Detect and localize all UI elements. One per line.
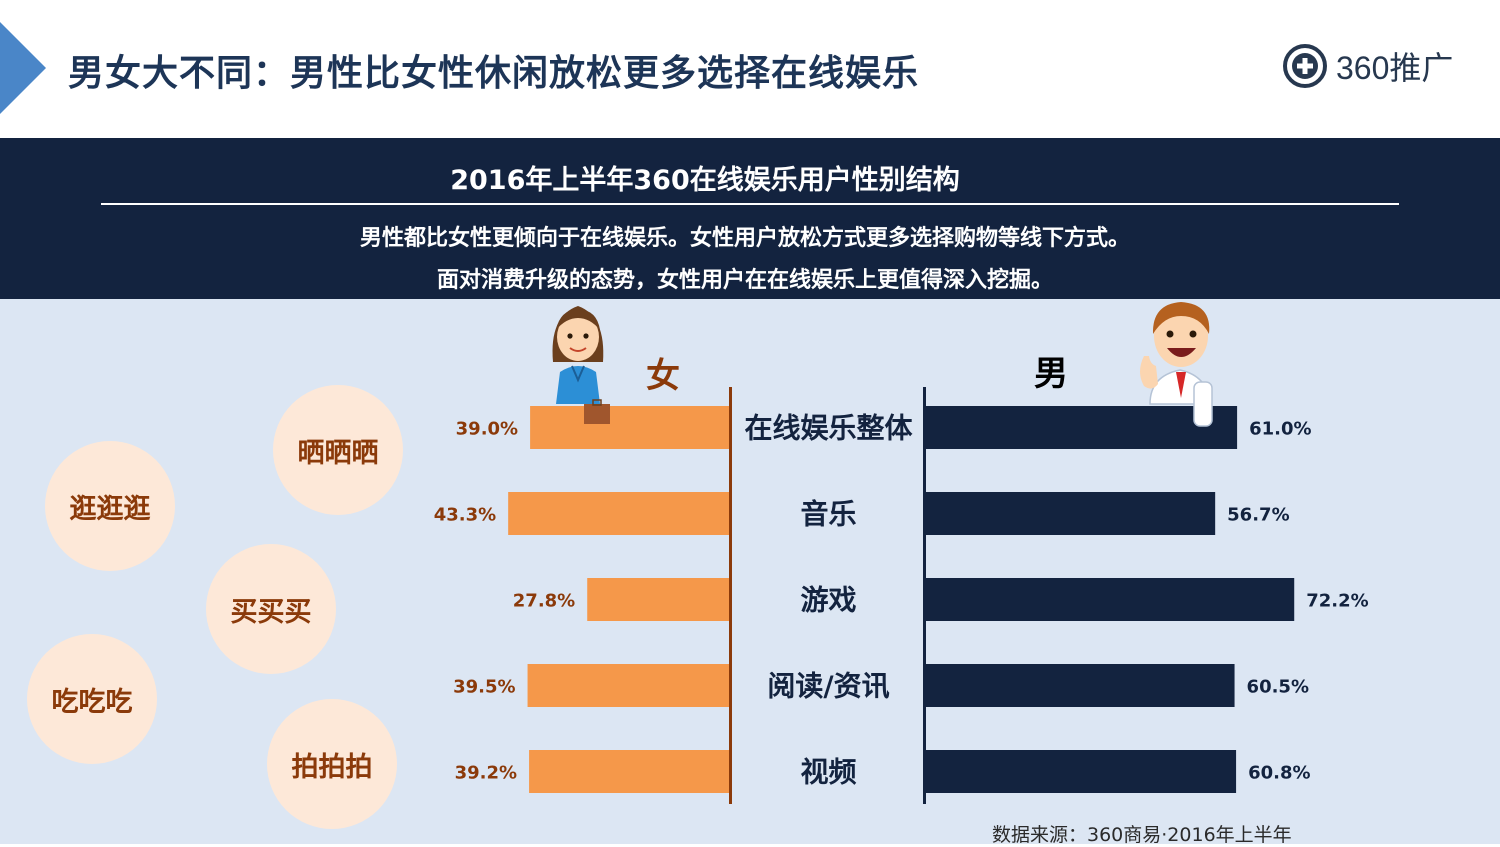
label-male-0: 61.0% (1249, 419, 1311, 440)
bar-male-0 (926, 406, 1238, 449)
data-source: 数据来源：360商易·2016年上半年 (992, 824, 1292, 846)
label-male-4: 60.8% (1248, 763, 1310, 784)
label-male-2: 72.2% (1306, 591, 1368, 612)
bubble-photo: 拍拍拍 (267, 699, 397, 829)
label-female-1: 43.3% (434, 505, 496, 526)
banner-divider (101, 203, 1399, 205)
legend-male: 男 (1034, 354, 1068, 394)
bubble-share: 晒晒晒 (273, 385, 403, 515)
bubble-shop: 买买买 (206, 544, 336, 674)
bar-female-2 (587, 578, 729, 621)
bubble-eat: 吃吃吃 (27, 634, 157, 764)
bar-female-3 (527, 664, 729, 707)
category-label-2: 游戏 (800, 584, 856, 617)
category-label-4: 视频 (800, 756, 856, 789)
legend-female: 女 (646, 356, 680, 396)
bar-female-0 (530, 406, 729, 449)
category-label-1: 音乐 (800, 498, 856, 531)
page-title: 男女大不同：男性比女性休闲放松更多选择在线娱乐 (68, 53, 920, 94)
chart-title: 2016年上半年360在线娱乐用户性别结构 (450, 165, 960, 196)
female-axis (729, 387, 732, 804)
bar-female-4 (529, 750, 729, 793)
label-male-3: 60.5% (1247, 677, 1309, 698)
label-female-0: 39.0% (456, 419, 518, 440)
logo-cross-icon (1283, 44, 1327, 88)
label-male-1: 56.7% (1227, 505, 1289, 526)
banner (0, 138, 1500, 299)
label-female-2: 27.8% (513, 591, 575, 612)
category-label-3: 阅读/资讯 (767, 670, 889, 703)
bubble-stroll: 逛逛逛 (45, 441, 175, 571)
male-axis (923, 387, 926, 804)
bar-male-4 (926, 750, 1237, 793)
logo: 360推广 (1282, 40, 1453, 92)
label-female-4: 39.2% (455, 763, 517, 784)
banner-subtitle-1: 男性都比女性更倾向于在线娱乐。女性用户放松方式更多选择购物等线下方式。 (359, 226, 1130, 251)
logo-text: 360推广 (1336, 50, 1454, 86)
label-female-3: 39.5% (453, 677, 515, 698)
category-label-0: 在线娱乐整体 (744, 412, 913, 445)
bar-male-2 (926, 578, 1295, 621)
bar-male-3 (926, 664, 1235, 707)
arrow-decoration (0, 22, 46, 114)
banner-subtitle-2: 面对消费升级的态势，女性用户在在线娱乐上更值得深入挖掘。 (436, 268, 1053, 293)
bar-female-1 (508, 492, 729, 535)
header-area: 男女大不同：男性比女性休闲放松更多选择在线娱乐 360推广 (0, 0, 1500, 138)
bar-male-1 (926, 492, 1216, 535)
